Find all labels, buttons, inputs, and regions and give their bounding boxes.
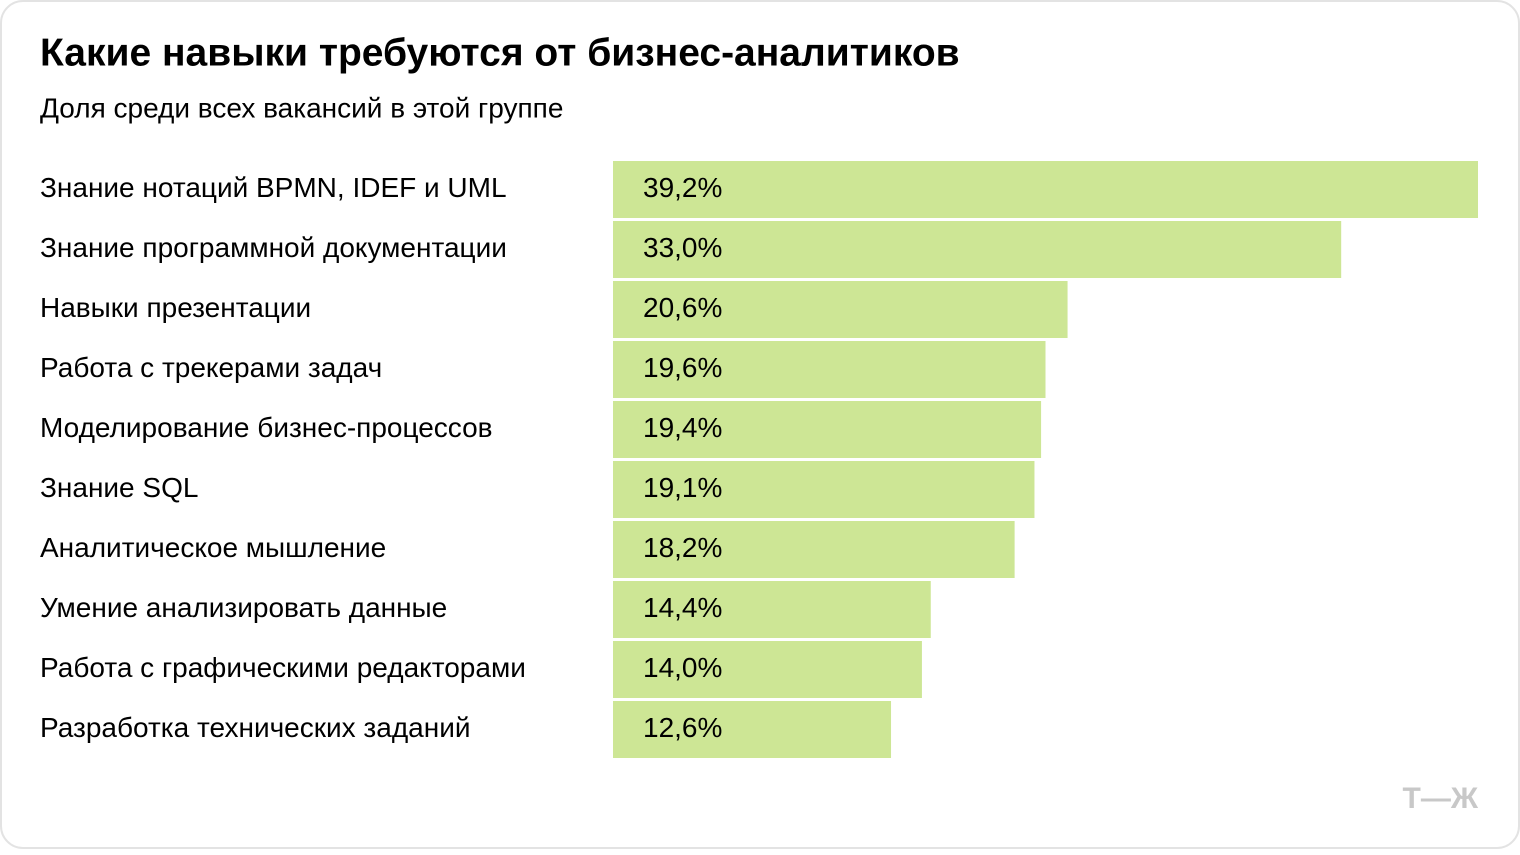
category-label: Знание SQL (40, 472, 198, 503)
category-label: Аналитическое мышление (40, 532, 386, 563)
bar (613, 581, 931, 638)
value-label: 33,0% (643, 232, 722, 263)
category-label: Умение анализировать данные (40, 592, 447, 623)
value-label: 12,6% (643, 712, 722, 743)
chart-subtitle: Доля среди всех вакансий в этой группе (40, 92, 563, 123)
category-label: Знание программной документации (40, 232, 507, 263)
category-label: Навыки презентации (40, 292, 311, 323)
bar (613, 341, 1046, 398)
bar (613, 161, 1478, 218)
bar (613, 281, 1068, 338)
value-label: 19,6% (643, 352, 722, 383)
category-label: Разработка технических заданий (40, 712, 471, 743)
value-label: 19,4% (643, 412, 722, 443)
category-label: Работа с графическими редакторами (40, 652, 526, 683)
category-label: Знание нотаций BPMN, IDEF и UML (40, 172, 507, 203)
bar (613, 401, 1042, 458)
bar (613, 461, 1035, 518)
value-label: 19,1% (643, 472, 722, 503)
value-label: 14,4% (643, 592, 722, 623)
logo: Т—Ж (1403, 782, 1479, 815)
bar (613, 641, 922, 698)
chart-title: Какие навыки требуются от бизнес-аналити… (40, 31, 960, 74)
value-label: 18,2% (643, 532, 722, 563)
value-label: 14,0% (643, 652, 722, 683)
category-label: Работа с трекерами задач (40, 352, 382, 383)
bar (613, 221, 1342, 278)
bar (613, 521, 1015, 578)
value-label: 39,2% (643, 172, 722, 203)
bar (613, 701, 892, 758)
value-label: 20,6% (643, 292, 722, 323)
category-label: Моделирование бизнес-процессов (40, 412, 493, 443)
